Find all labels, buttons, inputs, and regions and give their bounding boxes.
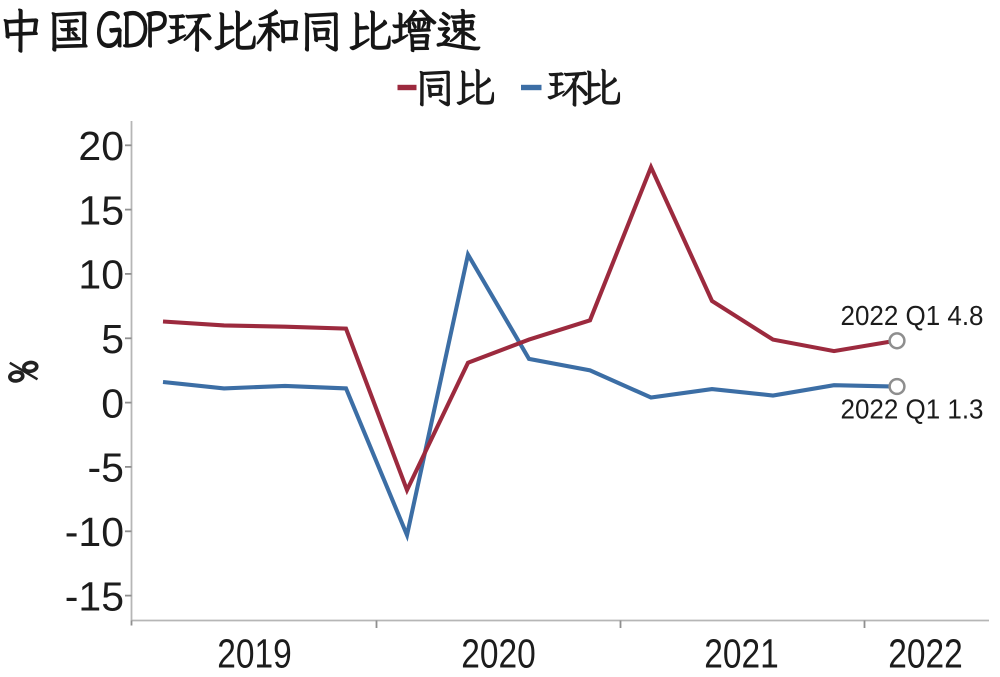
- svg-text:-5: -5: [88, 445, 124, 491]
- svg-text:-15: -15: [65, 573, 124, 619]
- svg-text:15: 15: [78, 187, 124, 233]
- svg-text:20: 20: [78, 123, 124, 169]
- svg-text:-10: -10: [65, 509, 124, 555]
- svg-text:2020: 2020: [461, 631, 536, 677]
- svg-text:2022: 2022: [888, 631, 963, 677]
- svg-text:2022 Q1 1.3: 2022 Q1 1.3: [841, 394, 984, 425]
- svg-text:2019: 2019: [217, 631, 292, 677]
- svg-text:10: 10: [78, 252, 124, 298]
- svg-text:5: 5: [101, 316, 124, 362]
- svg-text:2022 Q1 4.8: 2022 Q1 4.8: [841, 300, 984, 331]
- svg-text:2021: 2021: [704, 631, 779, 677]
- svg-text:0: 0: [101, 380, 124, 426]
